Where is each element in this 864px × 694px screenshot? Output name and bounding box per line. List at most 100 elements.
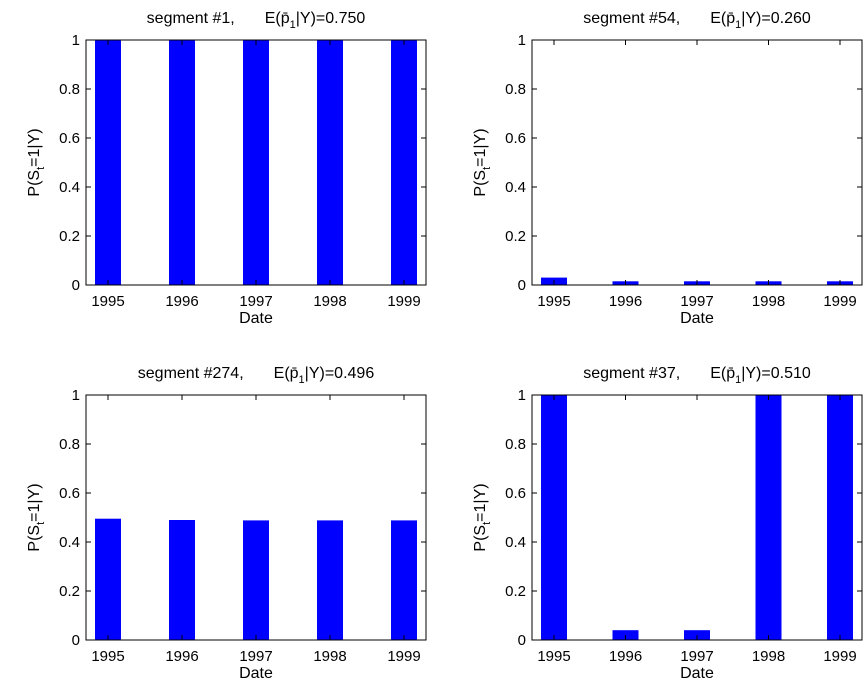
bar-1998 bbox=[755, 395, 782, 640]
y-tick-label: 0.4 bbox=[59, 534, 80, 551]
y-tick-label: 0.2 bbox=[505, 228, 526, 245]
y-axis-label-main: P(S bbox=[472, 525, 489, 552]
x-tick-label: 1999 bbox=[823, 293, 856, 310]
x-tick-label: 1998 bbox=[752, 648, 785, 665]
x-tick-label: 1999 bbox=[387, 648, 420, 665]
x-tick-label: 1995 bbox=[91, 648, 124, 665]
y-tick-label: 0.6 bbox=[59, 485, 80, 502]
y-tick-label: 0.4 bbox=[505, 179, 526, 196]
title-value: |Y)=0.750 bbox=[296, 10, 366, 27]
y-tick-label: 1 bbox=[72, 387, 80, 404]
x-tick-label: 1997 bbox=[239, 648, 272, 665]
y-axis-label-suffix: =1|Y) bbox=[472, 128, 489, 166]
y-axis-label: P(St=1|Y) bbox=[472, 128, 493, 196]
y-tick-label: 1 bbox=[518, 32, 526, 49]
x-tick-label: 1997 bbox=[680, 648, 713, 665]
bar-1997 bbox=[243, 40, 269, 285]
y-axis-label-subscript: t bbox=[35, 522, 47, 525]
title-value: |Y)=0.496 bbox=[305, 365, 375, 382]
x-tick-label: 1998 bbox=[313, 293, 346, 310]
bar-1999 bbox=[827, 395, 853, 640]
x-tick-label: 1999 bbox=[823, 648, 856, 665]
title-expectation: E(p̄ bbox=[265, 10, 290, 27]
y-axis-label-subscript: t bbox=[481, 167, 493, 170]
chart-panel-3: 0 0.2 0.4 0.6 0.8 1 1995 1996 1997 1998 1999 Date P(… bbox=[26, 365, 427, 682]
plot-frame bbox=[531, 394, 863, 641]
x-tick-label: 1999 bbox=[387, 293, 420, 310]
y-tick-label: 0 bbox=[72, 277, 80, 294]
y-axis-label-subscript: t bbox=[35, 167, 47, 170]
y-tick-label: 0.8 bbox=[505, 436, 526, 453]
y-tick-label: 1 bbox=[72, 32, 80, 49]
y-tick-label: 0.8 bbox=[59, 81, 80, 98]
bar-1998 bbox=[317, 520, 343, 640]
bar-1996 bbox=[169, 40, 195, 285]
x-tick-label: 1997 bbox=[239, 293, 272, 310]
y-axis-label-suffix: =1|Y) bbox=[26, 128, 43, 166]
title-segment: segment #274, bbox=[138, 365, 244, 382]
bar-1995 bbox=[541, 395, 567, 640]
y-axis-label: P(St=1|Y) bbox=[26, 128, 47, 196]
y-axis-label: P(St=1|Y) bbox=[472, 483, 493, 551]
chart-panel-4: 0 0.2 0.4 0.6 0.8 1 1995 1996 1997 1998 1999 Date P(… bbox=[472, 365, 863, 682]
x-axis-label: Date bbox=[680, 665, 714, 682]
y-axis-label-main: P(S bbox=[26, 525, 43, 552]
y-tick-label: 0.6 bbox=[505, 130, 526, 147]
title-expectation: E(p̄ bbox=[710, 365, 735, 382]
y-tick-label: 0.2 bbox=[59, 583, 80, 600]
bar-1995 bbox=[95, 518, 121, 640]
y-tick-label: 0.2 bbox=[59, 228, 80, 245]
x-axis-label: Date bbox=[680, 310, 714, 327]
bar-1999 bbox=[391, 40, 417, 285]
title-subscript: 1 bbox=[299, 374, 305, 386]
y-axis-label: P(St=1|Y) bbox=[26, 483, 47, 551]
x-tick-label: 1996 bbox=[165, 293, 198, 310]
chart-title: segment #54, E(p̄1|Y)=0.260 bbox=[583, 10, 811, 31]
plot-frame bbox=[531, 39, 863, 286]
x-tick-label: 1998 bbox=[313, 648, 346, 665]
x-axis-label: Date bbox=[239, 310, 273, 327]
title-segment: segment #1, bbox=[147, 10, 235, 27]
chart-title: segment #37, E(p̄1|Y)=0.510 bbox=[583, 365, 811, 386]
x-axis-label: Date bbox=[239, 665, 273, 682]
y-tick-label: 0.2 bbox=[505, 583, 526, 600]
y-tick-label: 0.6 bbox=[59, 130, 80, 147]
bar-1995 bbox=[95, 40, 121, 285]
title-subscript: 1 bbox=[290, 19, 296, 31]
x-tick-label: 1995 bbox=[91, 293, 124, 310]
title-subscript: 1 bbox=[735, 19, 741, 31]
y-tick-label: 0 bbox=[72, 632, 80, 649]
y-axis-label-main: P(S bbox=[26, 170, 43, 197]
chart-panel-1: 0 0.2 0.4 0.6 0.8 1 1995 1996 1997 1998 1999 Date P(… bbox=[26, 10, 427, 327]
bar-1997 bbox=[243, 520, 269, 640]
y-tick-label: 1 bbox=[518, 387, 526, 404]
chart-title: segment #1, E(p̄1|Y)=0.750 bbox=[147, 10, 366, 31]
chart-panel-2: 0 0.2 0.4 0.6 0.8 1 1995 1996 1997 1998 1999 Date P(… bbox=[472, 10, 863, 327]
title-value: |Y)=0.260 bbox=[741, 10, 811, 27]
x-tick-label: 1997 bbox=[680, 293, 713, 310]
x-tick-label: 1995 bbox=[537, 648, 570, 665]
x-tick-label: 1996 bbox=[165, 648, 198, 665]
y-tick-label: 0 bbox=[518, 277, 526, 294]
y-tick-label: 0.8 bbox=[59, 436, 80, 453]
y-axis-label-suffix: =1|Y) bbox=[26, 483, 43, 521]
y-tick-label: 0 bbox=[518, 632, 526, 649]
y-tick-label: 0.6 bbox=[505, 485, 526, 502]
x-tick-label: 1995 bbox=[537, 293, 570, 310]
y-tick-label: 0.4 bbox=[505, 534, 526, 551]
y-tick-label: 0.8 bbox=[505, 81, 526, 98]
title-segment: segment #37, bbox=[583, 365, 680, 382]
bar-1998 bbox=[317, 40, 343, 285]
y-tick-label: 0.4 bbox=[59, 179, 80, 196]
x-tick-label: 1996 bbox=[609, 648, 642, 665]
y-axis-label-main: P(S bbox=[472, 170, 489, 197]
x-tick-label: 1998 bbox=[752, 293, 785, 310]
title-subscript: 1 bbox=[735, 374, 741, 386]
title-expectation: E(p̄ bbox=[710, 10, 735, 27]
bar-1996 bbox=[169, 520, 195, 640]
title-value: |Y)=0.510 bbox=[741, 365, 811, 382]
y-axis-label-subscript: t bbox=[481, 522, 493, 525]
title-expectation: E(p̄ bbox=[274, 365, 299, 382]
bar-1999 bbox=[391, 520, 417, 640]
